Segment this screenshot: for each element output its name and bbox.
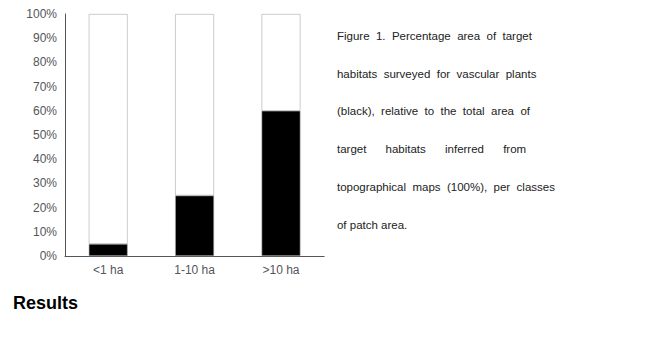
svg-text:of patch area.: of patch area. — [337, 219, 407, 231]
svg-text:1-10 ha: 1-10 ha — [174, 263, 215, 277]
svg-text:30%: 30% — [33, 176, 57, 190]
svg-text:Results: Results — [13, 293, 78, 313]
svg-text:70%: 70% — [33, 80, 57, 94]
svg-text:50%: 50% — [33, 128, 57, 142]
svg-text:20%: 20% — [33, 201, 57, 215]
svg-text:habitats surveyed for vascu: habitats surveyed for vascular plants — [337, 68, 537, 80]
svg-text:>10 ha: >10 ha — [262, 263, 299, 277]
svg-text:60%: 60% — [33, 104, 57, 118]
svg-text:topographical maps (100%),: topographical maps (100%), per classes — [337, 181, 555, 193]
svg-text:100%: 100% — [26, 7, 57, 21]
svg-text:80%: 80% — [33, 55, 57, 69]
svg-text:(black), relative to the t: (black), relative to the total area of — [337, 105, 531, 117]
svg-text:90%: 90% — [33, 31, 57, 45]
svg-text:Figure 1. Percentage area: Figure 1. Percentage area of target — [337, 30, 533, 42]
svg-text:<1 ha: <1 ha — [93, 263, 124, 277]
svg-text:0%: 0% — [40, 249, 58, 263]
svg-text:40%: 40% — [33, 152, 57, 166]
svg-text:10%: 10% — [33, 225, 57, 239]
svg-text:target habitats infe: target habitats inferred from — [337, 143, 526, 155]
